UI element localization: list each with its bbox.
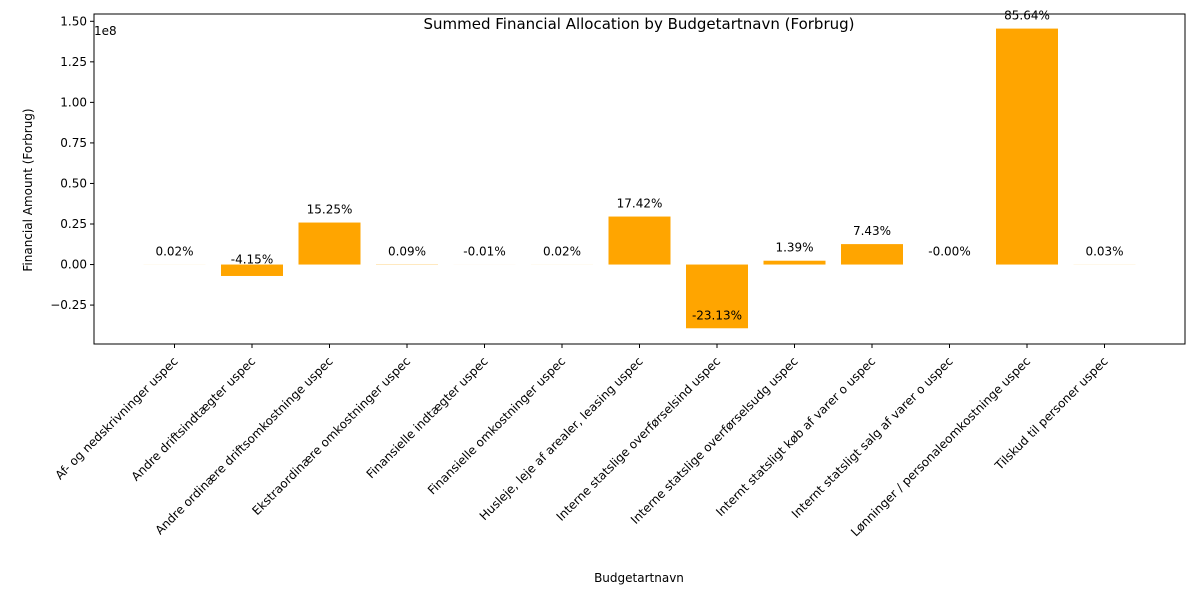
data-label: -23.13% bbox=[692, 308, 742, 322]
y-tick-label: 1.00 bbox=[60, 95, 87, 109]
data-label-group: 0.02% -4.15% 15.25% 0.09% -0.01% 0.02% 17.42% -… bbox=[155, 9, 1123, 323]
bar bbox=[221, 264, 283, 276]
bar bbox=[996, 28, 1058, 265]
x-tick-label: Internt statsligt salg af varer o uspec bbox=[789, 354, 956, 521]
x-tick-label: Lønninger / personaleomkostninge uspec bbox=[848, 354, 1033, 539]
x-tick-label: Finansielle indtægter uspec bbox=[364, 354, 491, 481]
data-label: -4.15% bbox=[231, 253, 273, 267]
y-tick-label: 1.25 bbox=[60, 55, 87, 69]
x-tick-label: Af- og nedskrivninger uspec bbox=[52, 354, 180, 482]
x-axis-label: Budgetartnavn bbox=[594, 571, 684, 585]
y-tick-label: −0.25 bbox=[50, 298, 87, 312]
bars-group bbox=[143, 28, 1136, 329]
bar bbox=[763, 260, 826, 265]
data-label: -0.00% bbox=[928, 245, 970, 259]
data-label: 85.64% bbox=[1004, 9, 1050, 23]
data-label: 0.02% bbox=[155, 244, 193, 258]
data-label: 7.43% bbox=[853, 224, 891, 238]
plot-frame bbox=[93, 13, 1186, 345]
y-tick-label: 0.50 bbox=[60, 176, 87, 190]
bar bbox=[298, 222, 361, 265]
bar bbox=[608, 216, 671, 265]
data-label: 0.09% bbox=[388, 244, 426, 258]
y-tick-label: 1.50 bbox=[60, 14, 87, 28]
y-multiplier-label: 1e8 bbox=[94, 24, 117, 38]
y-axis-label: Financial Amount (Forbrug) bbox=[21, 108, 35, 271]
x-tick-label: Internt statsligt køb af varer o uspec bbox=[713, 354, 878, 519]
data-label: 0.02% bbox=[543, 244, 581, 258]
y-tick-label: 0.25 bbox=[60, 217, 87, 231]
x-tick-label: Interne statslige overførselsind uspec bbox=[554, 354, 724, 524]
x-tick-label: Interne statslige overførselsudg uspec bbox=[628, 354, 801, 527]
y-tick-label: 0.00 bbox=[60, 258, 87, 272]
data-label: 1.39% bbox=[775, 241, 813, 255]
y-tick-label: 0.75 bbox=[60, 136, 87, 150]
x-tick-label: Husleje, leje af arealer, leasing uspec bbox=[477, 354, 646, 523]
x-tick-label: Andre driftsindtægter uspec bbox=[129, 354, 258, 483]
y-tick-group: −0.25 0.00 0.25 0.50 0.75 1.00 1.25 1.50 bbox=[50, 14, 94, 312]
x-tick-label: Finansielle omkostninger uspec bbox=[425, 354, 568, 497]
x-tick-label: Andre ordinære driftsomkostninge uspec bbox=[152, 354, 335, 537]
x-tick-label: Ekstraordinære omkostninger uspec bbox=[249, 354, 413, 518]
data-label: -0.01% bbox=[463, 245, 505, 259]
chart-title: Summed Financial Allocation by Budgetart… bbox=[423, 15, 854, 33]
data-label: 0.03% bbox=[1085, 244, 1123, 258]
data-label: 15.25% bbox=[307, 203, 353, 217]
bar bbox=[686, 264, 748, 329]
bar bbox=[841, 244, 903, 265]
data-label: 17.42% bbox=[617, 197, 663, 211]
